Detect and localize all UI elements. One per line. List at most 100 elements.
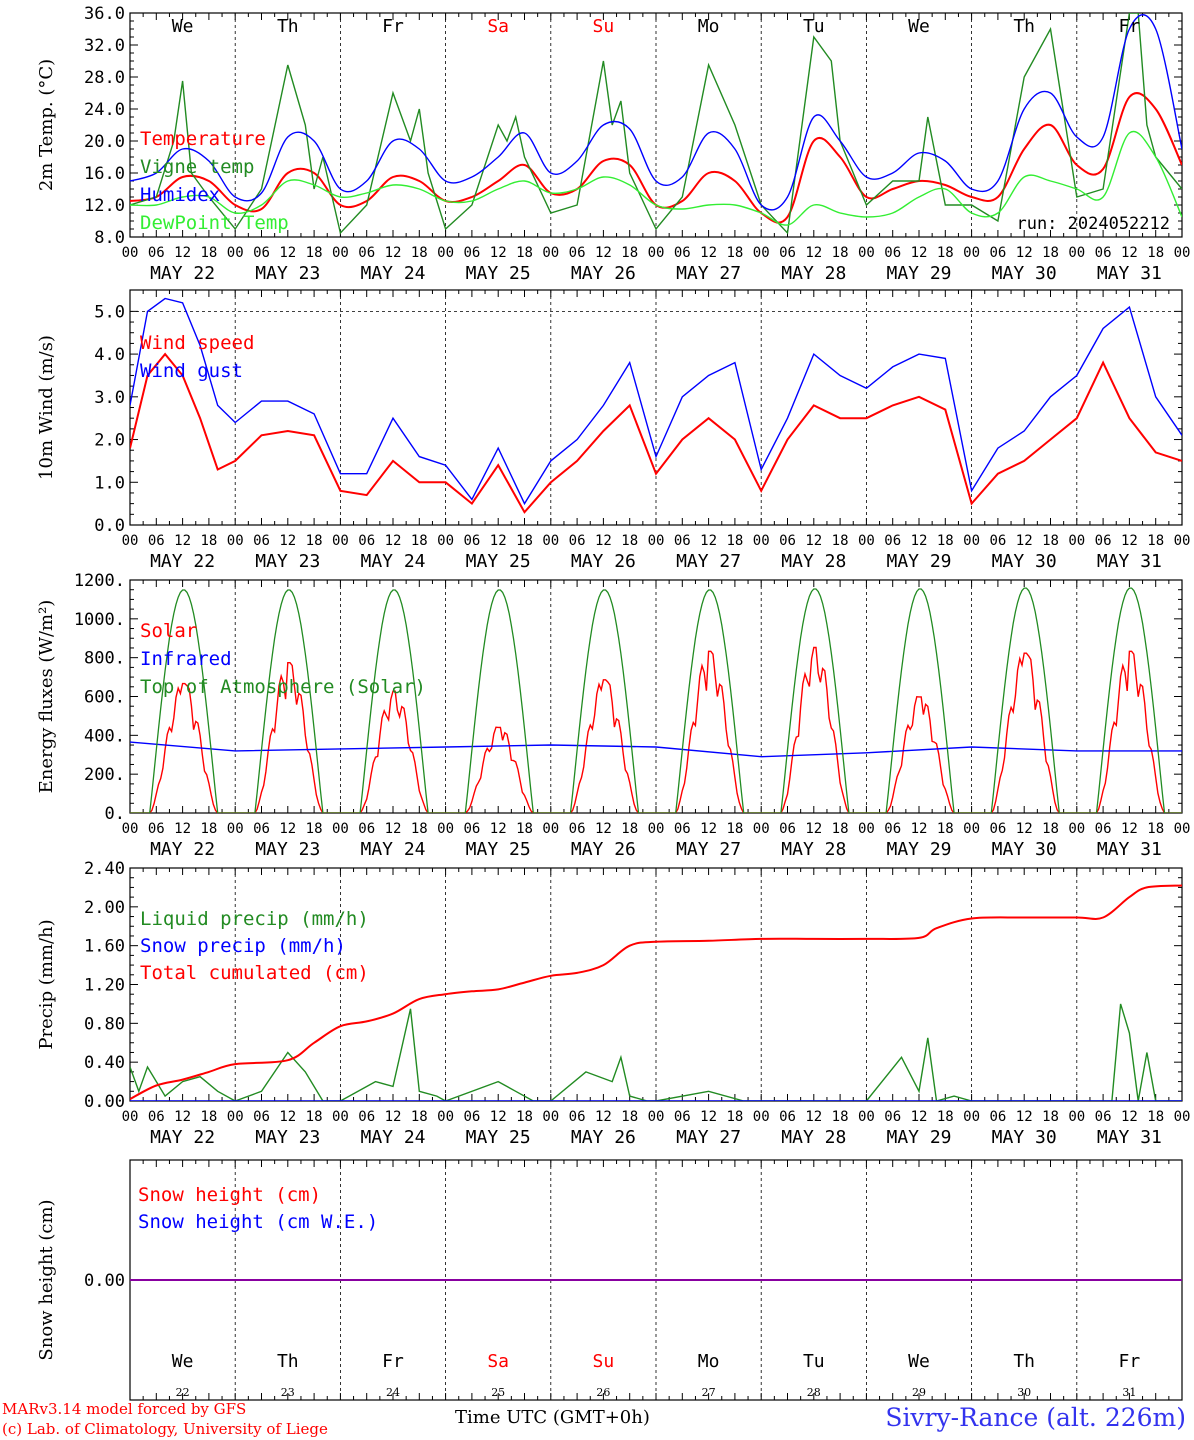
legend-label: Snow height (cm W.E.)	[138, 1211, 378, 1233]
hour-label: 00	[542, 1109, 559, 1125]
hour-label: 00	[227, 1109, 244, 1125]
date-label: MAY 22	[150, 1127, 215, 1148]
hour-label: 12	[174, 821, 191, 837]
hour-label: 18	[726, 533, 743, 549]
date-label: MAY 23	[255, 1127, 320, 1148]
hour-label: 06	[779, 821, 796, 837]
legend-label: Temperature	[140, 128, 266, 150]
hour-label: 06	[779, 245, 796, 261]
date-label: MAY 26	[571, 551, 636, 572]
hour-label: 18	[516, 245, 533, 261]
footer-lab-text: (c) Lab. of Climatology, University of L…	[2, 1420, 328, 1438]
hour-label: 00	[332, 533, 349, 549]
hour-label: 18	[937, 245, 954, 261]
weekday-label: Th	[277, 1351, 299, 1372]
y-tick-label: 12.0	[84, 196, 125, 216]
date-label: MAY 27	[676, 1127, 741, 1148]
hour-label: 00	[1174, 1109, 1191, 1125]
y-tick-label: 0.80	[84, 1014, 125, 1034]
hour-label: 00	[858, 821, 875, 837]
legend-label: Liquid precip (mm/h)	[140, 908, 369, 930]
hour-label: 06	[569, 245, 586, 261]
date-label: MAY 23	[255, 263, 320, 284]
date-label: MAY 30	[992, 263, 1057, 284]
day-number-label: 22	[176, 1386, 190, 1399]
y-tick-label: 5.0	[94, 302, 125, 322]
hour-label: 18	[1042, 533, 1059, 549]
hour-label: 00	[1174, 533, 1191, 549]
hour-label: 12	[279, 1109, 296, 1125]
hour-label: 06	[253, 533, 270, 549]
date-label: MAY 24	[360, 551, 425, 572]
panel-temperature: 8.0 12.0 16.0 20.0 24.0 28.0 32.0 36.0 2m Temp. …	[36, 4, 1190, 284]
date-label: MAY 24	[360, 263, 425, 284]
hour-label: 00	[437, 1109, 454, 1125]
y-tick-label: 4.0	[94, 345, 125, 365]
y-tick-label: 2.00	[84, 898, 125, 918]
hour-label: 06	[884, 821, 901, 837]
hour-label: 06	[989, 1109, 1006, 1125]
hour-label: 06	[674, 821, 691, 837]
hour-label: 00	[437, 533, 454, 549]
legend-label: Humidex	[140, 184, 220, 206]
hour-label: 12	[700, 1109, 717, 1125]
hour-label: 12	[1016, 533, 1033, 549]
hour-label: 12	[911, 821, 928, 837]
hour-label: 18	[1042, 245, 1059, 261]
hour-label: 18	[1147, 533, 1164, 549]
weekday-label: Th	[1013, 1351, 1035, 1372]
date-label: MAY 30	[992, 551, 1057, 572]
weekday-label: Mo	[698, 16, 720, 37]
hour-label: 00	[648, 1109, 665, 1125]
hour-label: 00	[227, 245, 244, 261]
hour-label: 00	[963, 821, 980, 837]
hour-label: 06	[989, 533, 1006, 549]
hour-label: 06	[1095, 1109, 1112, 1125]
hour-label: 12	[805, 245, 822, 261]
hour-label: 00	[1174, 245, 1191, 261]
hour-label: 18	[1042, 1109, 1059, 1125]
hour-label: 06	[1095, 533, 1112, 549]
series-group	[130, 13, 1182, 235]
date-label: MAY 26	[571, 1127, 636, 1148]
date-label: MAY 30	[992, 1127, 1057, 1148]
hour-label: 06	[674, 1109, 691, 1125]
weekday-label: Sa	[487, 16, 509, 37]
hour-label: 18	[516, 821, 533, 837]
hour-label: 06	[358, 245, 375, 261]
day-number-label: 30	[1017, 1386, 1031, 1399]
date-label: MAY 26	[571, 839, 636, 860]
date-label: MAY 28	[781, 1127, 846, 1148]
hour-label: 18	[621, 245, 638, 261]
weekday-label: We	[908, 16, 930, 37]
weekday-label: Mo	[698, 1351, 720, 1372]
y-axis-label: 10m Wind (m/s)	[36, 335, 57, 480]
hour-label: 00	[963, 533, 980, 549]
hour-label: 18	[832, 245, 849, 261]
hour-label: 18	[621, 1109, 638, 1125]
hour-label: 18	[411, 533, 428, 549]
hour-label: 06	[989, 821, 1006, 837]
hour-label: 06	[884, 245, 901, 261]
y-tick-label: 1.20	[84, 976, 125, 996]
hour-label: 06	[989, 245, 1006, 261]
hour-label: 18	[937, 1109, 954, 1125]
legend-label: Snow precip (mm/h)	[140, 935, 346, 957]
y-tick-label: 0.	[105, 804, 125, 824]
weekday-label: Fr	[382, 1351, 404, 1372]
day-number-label: 25	[491, 1386, 505, 1399]
hour-label: 12	[279, 533, 296, 549]
date-label: MAY 25	[466, 839, 531, 860]
day-number-label: 23	[281, 1386, 295, 1399]
hour-label: 18	[1147, 1109, 1164, 1125]
date-label: MAY 29	[886, 263, 951, 284]
weekday-label: Th	[277, 16, 299, 37]
y-tick-label: 1000.	[74, 610, 125, 630]
series-group	[130, 297, 1182, 514]
hour-label: 18	[832, 821, 849, 837]
hour-label: 00	[122, 533, 139, 549]
date-label: MAY 31	[1097, 839, 1162, 860]
hour-label: 18	[411, 1109, 428, 1125]
date-label: MAY 25	[466, 263, 531, 284]
hour-label: 06	[884, 533, 901, 549]
